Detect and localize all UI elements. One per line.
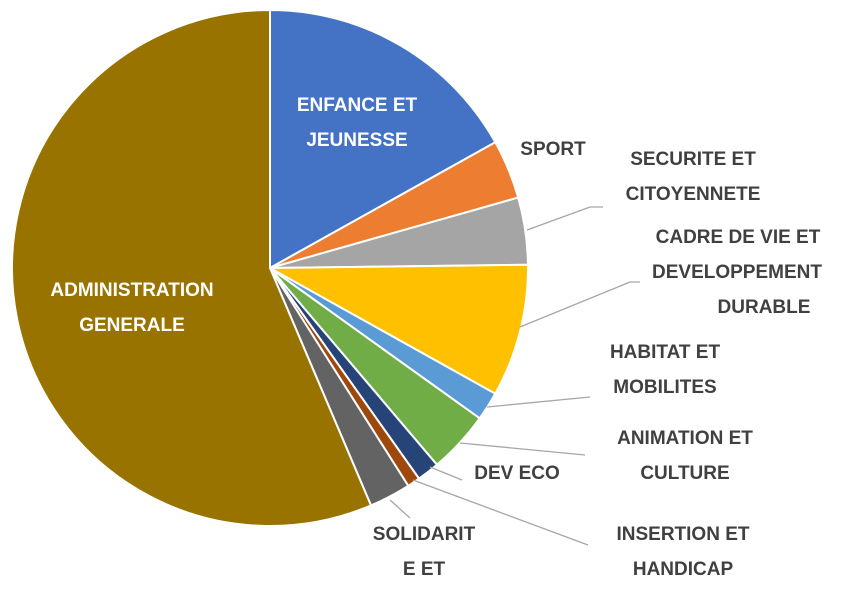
slice-label: DEV ECO	[474, 463, 560, 484]
leader-line	[459, 442, 586, 456]
slice-label: ENFANCE ET	[297, 95, 418, 116]
slice-label: INSERTION ET	[616, 524, 749, 545]
slice-label: DURABLE	[718, 297, 811, 318]
slice-label: GENERALE	[79, 315, 185, 336]
leader-line	[526, 206, 603, 231]
slice-label: SECURITE ET	[630, 149, 756, 170]
leader-line	[412, 479, 589, 546]
leader-line	[429, 466, 463, 481]
pie-slice	[266, 263, 529, 396]
slice-label: SPORT	[520, 139, 586, 160]
slice-label: ADMINISTRATION	[50, 280, 213, 301]
slice-label: DEVELOPPEMENT	[652, 262, 822, 283]
pie-slice	[269, 8, 497, 270]
slice-label: MOBILITES	[613, 377, 716, 398]
slice-label: CADRE DE VIE ET	[656, 227, 821, 248]
leader-line	[389, 499, 411, 519]
slice-label: JEUNESSE	[306, 130, 407, 151]
slice-label: E ET	[403, 559, 446, 580]
pie-slice	[11, 8, 373, 527]
leader-line	[519, 281, 640, 328]
slice-label: SOLIDARIT	[373, 524, 476, 545]
leader-line	[486, 396, 591, 408]
slice-label: HABITAT ET	[610, 342, 721, 363]
slice-label: CITOYENNETE	[626, 184, 761, 205]
slice-label: CULTURE	[640, 463, 729, 484]
slice-label: ANIMATION ET	[617, 428, 753, 449]
slice-label: HANDICAP	[633, 559, 734, 580]
